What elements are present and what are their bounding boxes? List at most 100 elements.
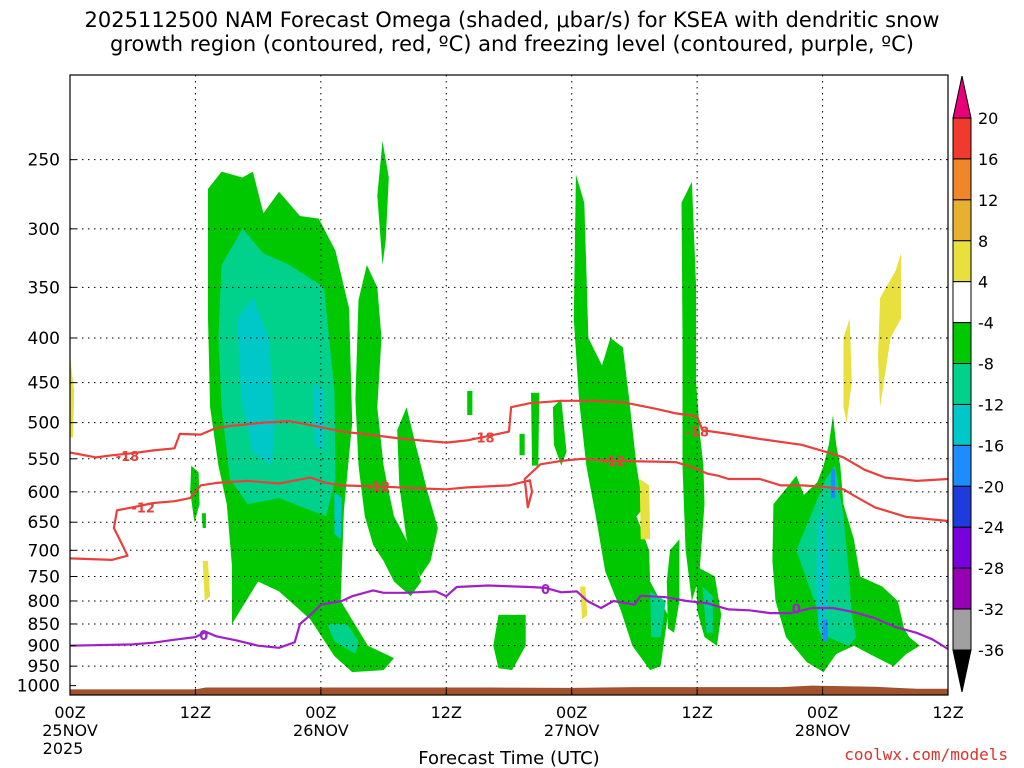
isotherm-label: -18 bbox=[116, 450, 140, 465]
omega-region-31 bbox=[843, 318, 852, 423]
omega-region-17 bbox=[327, 624, 359, 654]
omega-region-16 bbox=[218, 228, 336, 517]
colorbar-label: -24 bbox=[978, 518, 1004, 537]
x-tick-date: 27NOV bbox=[544, 721, 600, 740]
isotherm-label: 0 bbox=[792, 602, 801, 617]
y-tick-label: 450 bbox=[28, 374, 60, 394]
colorbar-label: -32 bbox=[978, 600, 1004, 619]
colorbar: 20 16 12 8 4 -4 -8 -12 -16 -20 -24 -28 -32 -36 bbox=[952, 75, 1004, 693]
y-tick-label: 700 bbox=[28, 541, 60, 561]
isotherm-label: -12 bbox=[602, 455, 626, 470]
chart-title-line1: 2025112500 NAM Forecast Omega (shaded, μ… bbox=[84, 8, 940, 32]
omega-region-30 bbox=[639, 479, 651, 540]
colorbar-swatch-7 bbox=[952, 403, 972, 446]
y-tick-label: 850 bbox=[28, 615, 60, 635]
isotherm-line bbox=[70, 457, 948, 561]
colorbar-label: -12 bbox=[978, 395, 1004, 414]
omega-region-29 bbox=[580, 586, 588, 620]
omega-region-28 bbox=[202, 561, 211, 601]
terrain-fill bbox=[70, 685, 948, 695]
colorbar-label: -36 bbox=[978, 641, 1004, 660]
omega-region-14 bbox=[467, 391, 473, 415]
y-tick-label: 650 bbox=[28, 513, 60, 533]
y-tick-label: 500 bbox=[28, 414, 60, 434]
omega-region-18 bbox=[650, 591, 666, 638]
x-tick-label: 00Z bbox=[305, 703, 336, 722]
omega-region-25 bbox=[830, 469, 836, 499]
omega-region-23 bbox=[334, 491, 342, 540]
x-tick-label: 12Z bbox=[180, 703, 211, 722]
y-tick-label: 750 bbox=[28, 567, 60, 587]
colorbar-swatch-11 bbox=[952, 567, 972, 610]
omega-region-4 bbox=[493, 614, 526, 671]
omega-region-5 bbox=[531, 392, 540, 466]
x-tick-label: 00Z bbox=[807, 703, 838, 722]
y-tick-label: 800 bbox=[28, 592, 60, 612]
omega-region-19 bbox=[702, 586, 713, 633]
omega-region-26 bbox=[822, 619, 828, 642]
y-tick-label: 600 bbox=[28, 483, 60, 503]
omega-region-3 bbox=[397, 407, 438, 577]
colorbar-swatch-4 bbox=[952, 281, 972, 324]
isotherm-label: -18 bbox=[685, 426, 709, 441]
colorbar-bottom-arrow bbox=[952, 649, 972, 693]
colorbar-label: 20 bbox=[978, 109, 998, 128]
y-tick-label: 900 bbox=[28, 637, 60, 657]
colorbar-label: -4 bbox=[978, 314, 994, 333]
colorbar-top-arrow bbox=[952, 75, 972, 119]
isotherm-labels: -18 -18 -18 -12 -12 -12 0 0 0 bbox=[116, 426, 801, 644]
x-axis-label: Forecast Time (UTC) bbox=[418, 748, 599, 768]
isotherm-label: 0 bbox=[199, 629, 208, 644]
colorbar-swatch-9 bbox=[952, 485, 972, 528]
x-tick-label: 00Z bbox=[54, 703, 85, 722]
isotherm-line bbox=[70, 584, 948, 650]
colorbar-label: 12 bbox=[978, 191, 998, 210]
colorbar-label: -28 bbox=[978, 559, 1004, 578]
y-tick-label: 950 bbox=[28, 657, 60, 677]
colorbar-swatch-8 bbox=[952, 444, 972, 487]
terrain bbox=[70, 685, 948, 695]
colorbar-label: -8 bbox=[978, 355, 994, 374]
colorbar-label: 8 bbox=[978, 232, 988, 251]
credit-text: coolwx.com/models bbox=[844, 745, 1008, 764]
y-tick-label: 250 bbox=[28, 151, 60, 171]
y-tick-label: 1000 bbox=[17, 677, 60, 697]
x-tick-label: 12Z bbox=[681, 703, 712, 722]
colorbar-label: -16 bbox=[978, 436, 1004, 455]
isotherm-line bbox=[70, 399, 948, 482]
colorbar-swatch-3 bbox=[952, 240, 972, 283]
colorbar-label: 4 bbox=[978, 273, 988, 292]
y-tick-label: 350 bbox=[28, 278, 60, 298]
colorbar-swatch-0 bbox=[952, 117, 972, 160]
omega-region-7 bbox=[573, 174, 668, 671]
isotherm-label: 0 bbox=[541, 583, 550, 598]
omega-region-22 bbox=[313, 382, 324, 452]
omega-region-6 bbox=[552, 399, 567, 466]
chart-title-line2: growth region (contoured, red, ºC) and f… bbox=[110, 32, 914, 56]
x-tick-label: 12Z bbox=[932, 703, 963, 722]
omega-region-13 bbox=[201, 513, 206, 528]
y-tick-label: 400 bbox=[28, 329, 60, 349]
omega-region-9 bbox=[681, 181, 705, 602]
colorbar-swatch-2 bbox=[952, 199, 972, 242]
omega-region-32 bbox=[878, 253, 901, 408]
colorbar-label: 16 bbox=[978, 150, 998, 169]
omega-region-27 bbox=[70, 356, 75, 438]
isotherm-label: -18 bbox=[471, 432, 495, 447]
plot-frame bbox=[69, 74, 949, 696]
colorbar-swatch-6 bbox=[952, 363, 972, 405]
x-tick-label: 12Z bbox=[431, 703, 462, 722]
omega-region-2 bbox=[377, 141, 389, 265]
x-tick-label: 00Z bbox=[556, 703, 587, 722]
omega-region-1 bbox=[355, 265, 422, 597]
y-tick-label: 300 bbox=[28, 220, 60, 240]
y-tick-label: 550 bbox=[28, 450, 60, 470]
y-axis: 2503003504004505005506006507007508008509… bbox=[17, 151, 76, 697]
omega-shading bbox=[70, 141, 920, 673]
colorbar-swatch-12 bbox=[952, 608, 972, 651]
omega-region-21 bbox=[237, 298, 275, 466]
colorbar-label: -20 bbox=[978, 477, 1004, 496]
isotherm-label: -12 bbox=[367, 481, 391, 496]
